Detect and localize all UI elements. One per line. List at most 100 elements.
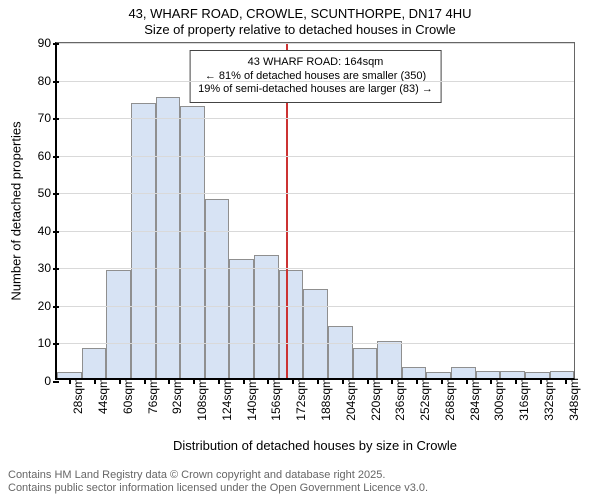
x-tick-mark [267, 378, 269, 384]
callout-line-3: 19% of semi-detached houses are larger (… [198, 83, 433, 97]
x-tick-label: 300sqm [490, 378, 506, 421]
bar-slot [476, 43, 501, 378]
bar [205, 199, 230, 378]
gridline [57, 81, 574, 82]
x-tick-label: 316sqm [515, 378, 531, 421]
y-axis-label: Number of detached properties [9, 121, 24, 300]
bar [279, 270, 304, 378]
x-tick-label: 188sqm [317, 378, 333, 421]
x-tick-mark [416, 378, 418, 384]
bar [254, 255, 279, 378]
chart-container: 43, WHARF ROAD, CROWLE, SCUNTHORPE, DN17… [0, 0, 600, 500]
x-tick-label: 76sqm [144, 378, 160, 414]
y-tick-label: 60 [38, 149, 57, 163]
gridline [57, 118, 574, 119]
y-tick-label: 10 [38, 336, 57, 350]
gridline [57, 231, 574, 232]
x-tick-mark [441, 378, 443, 384]
bar [377, 341, 402, 378]
bar [402, 367, 427, 378]
x-tick-mark [540, 378, 542, 384]
x-tick-label: 348sqm [565, 378, 581, 421]
x-tick-mark [292, 378, 294, 384]
bar-slot [500, 43, 525, 378]
bar [550, 371, 575, 378]
bar [476, 371, 501, 378]
y-tick-label: 0 [44, 374, 57, 388]
x-tick-label: 172sqm [292, 378, 308, 421]
x-tick-mark [94, 378, 96, 384]
gridline [57, 193, 574, 194]
gridline [57, 268, 574, 269]
y-tick-label: 80 [38, 74, 57, 88]
bar-slot [106, 43, 131, 378]
bar [229, 259, 254, 378]
bar-slot [525, 43, 550, 378]
bar-slot [57, 43, 82, 378]
x-tick-label: 252sqm [416, 378, 432, 421]
x-tick-mark [317, 378, 319, 384]
x-tick-mark [490, 378, 492, 384]
x-tick-label: 284sqm [466, 378, 482, 421]
x-tick-label: 28sqm [69, 378, 85, 414]
bar [82, 348, 107, 378]
attribution-line-1: Contains HM Land Registry data © Crown c… [8, 469, 428, 483]
plot-area: 43 WHARF ROAD: 164sqm ← 81% of detached … [55, 42, 575, 380]
x-tick-label: 220sqm [367, 378, 383, 421]
bar [156, 97, 181, 378]
bar [353, 348, 378, 378]
x-tick-label: 124sqm [218, 378, 234, 421]
chart-titles: 43, WHARF ROAD, CROWLE, SCUNTHORPE, DN17… [0, 0, 600, 37]
x-tick-label: 236sqm [391, 378, 407, 421]
x-tick-mark [391, 378, 393, 384]
bar [328, 326, 353, 378]
x-tick-mark [218, 378, 220, 384]
x-tick-label: 92sqm [168, 378, 184, 414]
y-tick-label: 30 [38, 261, 57, 275]
x-tick-label: 140sqm [243, 378, 259, 421]
callout-box: 43 WHARF ROAD: 164sqm ← 81% of detached … [189, 50, 442, 103]
x-tick-label: 268sqm [441, 378, 457, 421]
title-line-1: 43, WHARF ROAD, CROWLE, SCUNTHORPE, DN17… [0, 6, 600, 22]
y-tick-label: 90 [38, 36, 57, 50]
gridline [57, 43, 574, 44]
x-tick-mark [119, 378, 121, 384]
y-tick-label: 20 [38, 299, 57, 313]
gridline [57, 343, 574, 344]
bar [303, 289, 328, 378]
gridline [57, 156, 574, 157]
x-tick-mark [69, 378, 71, 384]
x-tick-label: 204sqm [342, 378, 358, 421]
x-tick-label: 156sqm [267, 378, 283, 421]
callout-line-1: 43 WHARF ROAD: 164sqm [198, 56, 433, 70]
x-tick-mark [342, 378, 344, 384]
x-tick-mark [515, 378, 517, 384]
bar-slot [156, 43, 181, 378]
bar [180, 106, 205, 378]
y-tick-label: 40 [38, 224, 57, 238]
title-line-2: Size of property relative to detached ho… [0, 22, 600, 38]
attribution-line-2: Contains public sector information licen… [8, 482, 428, 496]
bar-slot [82, 43, 107, 378]
bar [500, 371, 525, 378]
x-tick-mark [565, 378, 567, 384]
bar [451, 367, 476, 378]
bar-slot [131, 43, 156, 378]
x-tick-label: 60sqm [119, 378, 135, 414]
x-tick-mark [367, 378, 369, 384]
attribution: Contains HM Land Registry data © Crown c… [8, 469, 428, 497]
bar [131, 103, 156, 378]
gridline [57, 306, 574, 307]
x-tick-mark [466, 378, 468, 384]
x-tick-label: 44sqm [94, 378, 110, 414]
x-tick-mark [193, 378, 195, 384]
x-axis-label: Distribution of detached houses by size … [173, 438, 457, 453]
x-tick-mark [168, 378, 170, 384]
y-tick-label: 70 [38, 111, 57, 125]
bar [106, 270, 131, 378]
x-tick-label: 108sqm [193, 378, 209, 421]
x-tick-mark [243, 378, 245, 384]
bar-slot [550, 43, 575, 378]
y-tick-label: 50 [38, 186, 57, 200]
bar-slot [451, 43, 476, 378]
